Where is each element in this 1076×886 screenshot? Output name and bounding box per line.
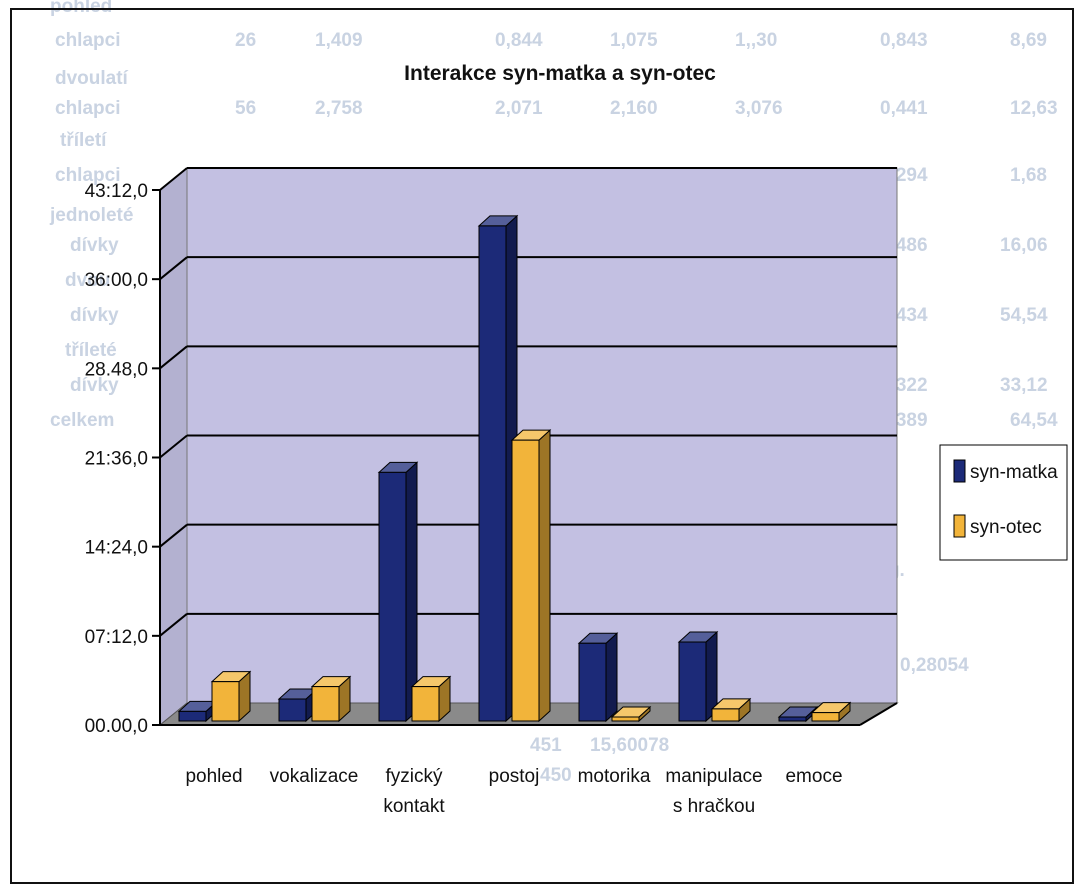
y-tick-label: 43:12,0 [85, 181, 148, 202]
y-tick-label: 14:24,0 [85, 538, 148, 559]
bar-front [578, 642, 607, 722]
bar-front [378, 471, 407, 722]
bar-side [538, 429, 551, 723]
bar-front [711, 708, 740, 722]
legend-swatch [953, 459, 966, 483]
bar-syn-matka [577, 632, 619, 723]
gridline-side [159, 256, 188, 280]
bar-front [211, 681, 240, 722]
y-axis-ticks: 00.00,0 07:12,0 14:24,0 21:36,0 28.48,0 36:00… [85, 181, 160, 737]
x-category-label: postoj [489, 766, 540, 787]
y-tick-label: 00.00,0 [85, 716, 148, 737]
gridlines [159, 167, 897, 637]
bar-syn-matka [277, 687, 319, 723]
bar-front [178, 710, 207, 722]
bar-syn-otec [710, 697, 752, 723]
bar-syn-otec [410, 675, 452, 723]
bars [177, 214, 852, 723]
legend-swatch [953, 514, 966, 538]
gridline-side [159, 523, 188, 548]
bar-front [678, 641, 707, 722]
chart-frame [10, 8, 1074, 884]
bar-front [311, 686, 340, 722]
bar-side [405, 461, 418, 723]
bar-front [811, 712, 840, 722]
x-category-label: fyzický [386, 766, 444, 787]
x-category-label: pohled [185, 766, 242, 787]
bar-front [511, 439, 540, 722]
bar-syn-otec [810, 701, 852, 723]
x-axis-depth-line [859, 702, 898, 726]
bar-front [411, 686, 440, 722]
bar-syn-otec [310, 675, 352, 723]
x-category-label: kontakt [383, 796, 445, 817]
legend-label: syn-matka [970, 462, 1058, 483]
bar-front [611, 716, 640, 722]
x-category-label: s hračkou [673, 796, 755, 817]
y-tick-label: 21:36,0 [85, 449, 148, 470]
bar-syn-otec [510, 429, 552, 723]
x-axis-categories: pohled vokalizace fyzický kontakt postoj moto… [185, 766, 842, 817]
gridline-side [159, 434, 188, 459]
bar-side [605, 632, 618, 723]
x-category-label: vokalizace [270, 766, 359, 787]
y-tick-label: 07:12,0 [85, 627, 148, 648]
bar-front [778, 716, 807, 722]
bar-syn-matka [677, 630, 719, 723]
bar-front [278, 698, 307, 722]
gridline-side [159, 613, 188, 637]
chart-title: Interakce syn-matka a syn-otec [404, 62, 716, 85]
bar-front [478, 225, 507, 722]
y-tick-label: 36:00,0 [85, 270, 148, 291]
bar-syn-otec [610, 705, 652, 723]
legend: syn-matka syn-otec [939, 444, 1068, 561]
gridline-side [159, 345, 188, 370]
bar-syn-matka [477, 214, 519, 723]
y-tick-label: 28.48,0 [85, 359, 148, 380]
x-category-label: manipulace [665, 766, 762, 787]
x-category-label: emoce [785, 766, 842, 787]
legend-label: syn-otec [970, 517, 1042, 538]
x-category-label: motorika [578, 766, 651, 787]
bar-syn-otec [210, 670, 252, 723]
bar-syn-matka [377, 461, 419, 723]
gridline-side [159, 167, 188, 191]
